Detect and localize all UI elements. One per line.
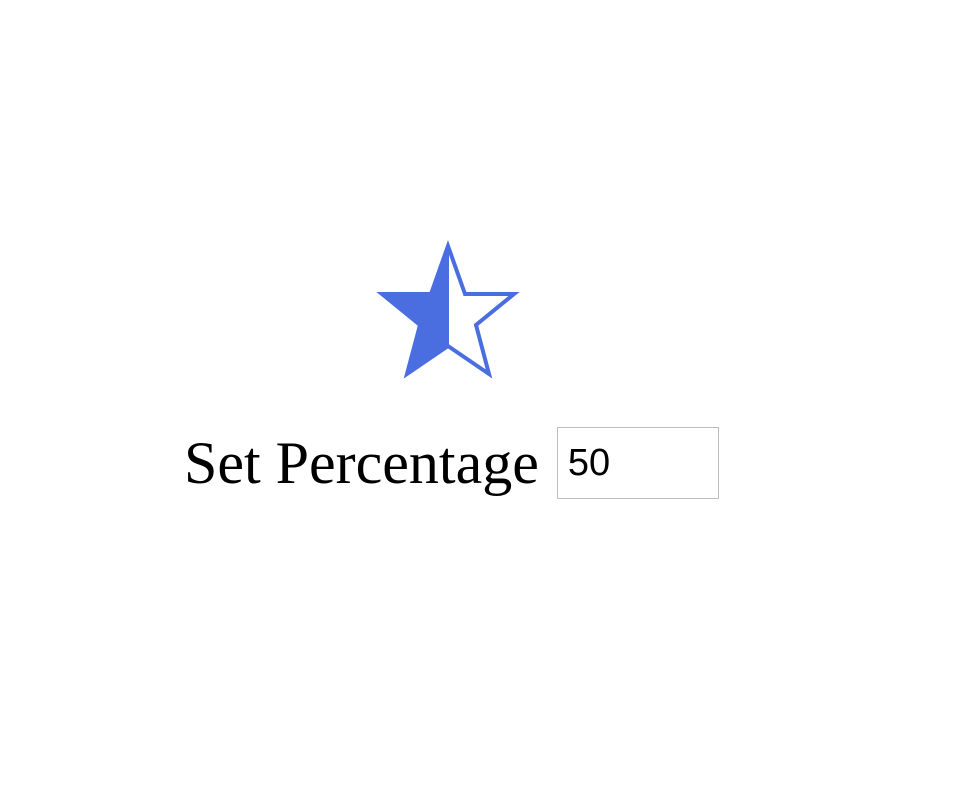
percentage-control: Set Percentage (184, 426, 719, 500)
star-outline (376, 240, 520, 379)
star-icon (376, 240, 520, 379)
percentage-star (376, 240, 520, 379)
set-percentage-label: Set Percentage (184, 430, 539, 496)
star-fill (382, 246, 449, 374)
percentage-input[interactable] (556, 427, 719, 499)
